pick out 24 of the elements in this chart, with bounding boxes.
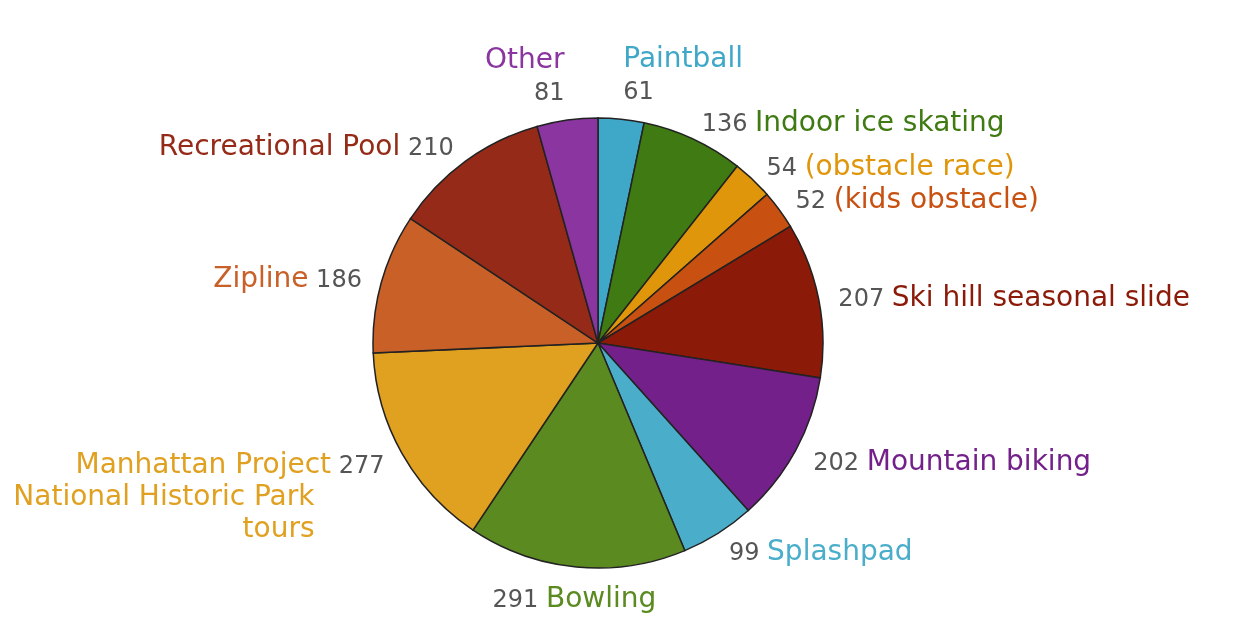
data-label: 210 (400, 132, 454, 161)
data-label: 52 (795, 186, 834, 215)
slice-label: Zipline (213, 261, 309, 295)
data-label: 207 (838, 283, 892, 312)
data-label: 99 (728, 538, 768, 567)
data-label: 186 (308, 265, 362, 294)
slice-label: Mountain biking (866, 443, 1092, 477)
data-label: 54 (766, 153, 805, 182)
slice-label: Indoor ice skating (755, 104, 1005, 138)
slice-label: Bowling (545, 580, 657, 614)
slice-label: Recreational Pool (158, 128, 401, 162)
slice-label: Other (485, 42, 565, 76)
slice-label: Splashpad (767, 534, 913, 568)
slice-label: (kids obstacle) (833, 182, 1039, 216)
slice-label: Paintball (623, 41, 744, 75)
data-label: 136 (701, 108, 756, 137)
data-label: 277 (331, 451, 385, 480)
slice-label: Ski hill seasonal slide (891, 279, 1190, 313)
data-label: 61 (623, 77, 654, 106)
data-label: 291 (492, 584, 546, 613)
slice-label: (obstacle race) (804, 149, 1015, 183)
data-label: 202 (813, 447, 867, 476)
data-label: 81 (533, 78, 565, 107)
category-label: Manhattan Project National Historic Park tours (13, 447, 332, 545)
